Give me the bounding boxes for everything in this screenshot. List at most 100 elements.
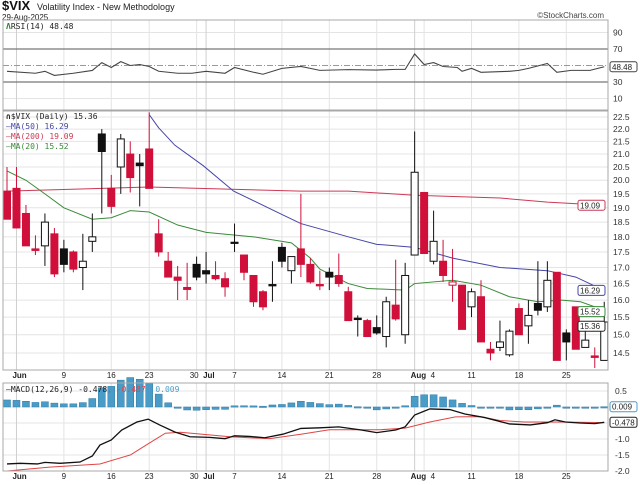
candle xyxy=(154,219,163,257)
candle xyxy=(467,288,476,318)
price-tick-label: 19.5 xyxy=(613,189,630,199)
candle xyxy=(401,262,410,344)
macd-histogram-bar xyxy=(581,406,590,409)
macd-histogram-bar xyxy=(230,405,239,408)
candle xyxy=(524,300,533,344)
x-tick-label: 28 xyxy=(372,472,381,481)
macd-histogram-bar xyxy=(344,405,353,408)
candle-body xyxy=(486,348,495,354)
close-value-tag: 15.36 xyxy=(580,322,601,331)
price-tick-label: 21.5 xyxy=(613,136,630,146)
macd-histogram-bar xyxy=(372,406,381,411)
macd-histogram-bar xyxy=(79,402,87,408)
candle xyxy=(363,318,372,338)
macd-histogram-bar xyxy=(287,402,296,408)
macd-histogram-bar xyxy=(278,404,286,408)
macd-value-tag-box xyxy=(609,416,638,428)
candle-body xyxy=(40,221,49,247)
ma200-legend: —MA(200) 19.09 xyxy=(6,132,73,141)
rsi-tick-label: 70 xyxy=(613,44,623,54)
candle-body xyxy=(21,212,30,247)
candle-body xyxy=(581,339,590,348)
candle-body xyxy=(477,296,485,343)
macd-histogram-bar xyxy=(486,406,495,409)
candle xyxy=(353,315,362,337)
line-icon: — xyxy=(6,385,11,394)
x-tick-label: 4 xyxy=(431,472,436,481)
x-tick-label: 4 xyxy=(431,371,436,380)
candle xyxy=(562,329,571,361)
price-tick-label: 17.0 xyxy=(613,263,630,273)
candle xyxy=(69,250,78,273)
candle xyxy=(135,154,144,207)
candle xyxy=(78,233,87,291)
candle-body xyxy=(173,276,182,281)
candle xyxy=(249,274,258,307)
candle-body xyxy=(420,191,429,254)
macd-histogram-bar xyxy=(401,405,409,408)
candle-body xyxy=(135,162,144,167)
macd-histogram-bar xyxy=(60,403,68,408)
candle-body xyxy=(126,153,135,179)
macd-histogram-bar xyxy=(183,406,191,411)
macd-histogram-bar xyxy=(572,406,580,409)
panel-frame xyxy=(2,110,609,371)
candle xyxy=(296,193,305,278)
x-tick-label: 14 xyxy=(277,472,286,481)
macd-histogram-bar xyxy=(240,405,248,408)
candle-body xyxy=(107,187,116,207)
macd-histogram-bar xyxy=(562,406,571,409)
x-tick-label: 18 xyxy=(514,371,523,380)
macd-histogram-bar xyxy=(202,406,210,410)
macd-histogram-bar xyxy=(31,402,40,408)
macd-histogram-bar xyxy=(391,406,400,409)
candle xyxy=(306,258,315,284)
macd-histogram-bar xyxy=(88,398,97,408)
macd-histogram-bar xyxy=(12,400,21,408)
x-tick-label: Jun xyxy=(12,371,26,380)
candle-body xyxy=(258,291,267,308)
candle-body xyxy=(97,133,106,152)
macd-histogram-bar xyxy=(439,396,447,408)
macd-histogram-bar xyxy=(154,393,163,408)
candle xyxy=(315,270,324,291)
candle-body xyxy=(315,284,324,287)
x-tick-label: 30 xyxy=(190,371,199,380)
candle xyxy=(590,347,599,368)
x-tick-label: 25 xyxy=(562,371,571,380)
rsi-value-tag: 48.48 xyxy=(612,63,633,72)
macd-histogram-bar xyxy=(249,405,258,408)
rsi-legend-text: RSI(14) 48.48 xyxy=(10,22,74,31)
candle-body xyxy=(211,274,220,280)
candle-body xyxy=(372,327,381,334)
ma20-legend: —MA(20) 15.52 xyxy=(6,142,69,151)
x-tick-label: 21 xyxy=(325,472,334,481)
price-tick-label: 15.0 xyxy=(613,330,630,340)
macd-histogram-bar xyxy=(221,406,229,410)
candle-body xyxy=(524,314,533,327)
price-tick-label: 16.0 xyxy=(613,295,630,305)
candle-body xyxy=(458,284,467,330)
macd-histogram-bar xyxy=(135,378,144,408)
candle xyxy=(116,133,125,194)
macd-histogram-bar xyxy=(410,395,419,408)
watermark: ©StockCharts.com xyxy=(537,11,604,20)
symbol-name: Volatility Index - New Methodology xyxy=(37,2,175,12)
candle xyxy=(420,191,429,254)
price-tick-label: 17.5 xyxy=(613,247,630,257)
macd-histogram-bar xyxy=(192,406,201,411)
price-tick-label: 15.5 xyxy=(613,312,630,322)
macd-histogram-bar xyxy=(107,386,116,408)
macd-histogram-bar xyxy=(3,399,11,408)
candle xyxy=(505,329,514,357)
macd-histogram-bar xyxy=(173,406,182,409)
macd-histogram-bar xyxy=(50,402,59,408)
macd-tick-label: -2.0 xyxy=(615,466,630,476)
candle-body xyxy=(50,233,59,275)
symbol-title: $VIX xyxy=(2,0,31,13)
x-tick-label: 18 xyxy=(514,472,523,481)
macd-histogram-bar xyxy=(382,406,390,410)
candle-body xyxy=(69,251,78,270)
candle xyxy=(325,267,334,291)
candle-body xyxy=(296,248,305,265)
